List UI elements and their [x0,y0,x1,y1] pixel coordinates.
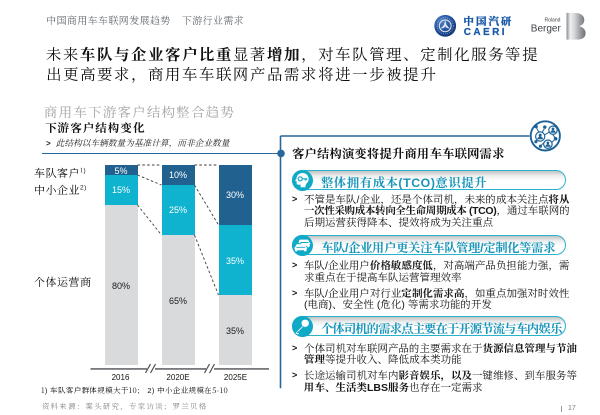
svg-text:中国汽研: 中国汽研 [464,14,514,29]
svg-text:Roland: Roland [545,18,561,24]
svg-text:CAERI: CAERI [464,27,507,38]
svg-text:Berger: Berger [531,24,562,35]
